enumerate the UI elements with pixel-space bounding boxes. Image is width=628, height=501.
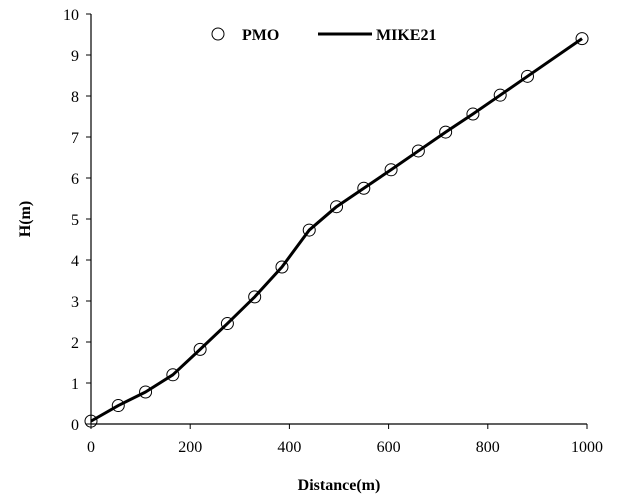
legend-pmo-label: PMO: [242, 27, 279, 44]
pmo-point: [302, 223, 316, 237]
y-tick-label: 5: [71, 212, 79, 229]
mike21-line: [90, 37, 583, 423]
pmo-point: [330, 200, 344, 214]
x-axis-title: Distance(m): [298, 477, 381, 494]
pmo-point: [193, 342, 207, 356]
pmo-point: [493, 88, 507, 102]
y-tick-label: 7: [71, 130, 79, 147]
pmo-point: [111, 399, 125, 413]
legend-pmo-marker: [211, 27, 225, 41]
pmo-point: [439, 125, 453, 139]
pmo-point: [139, 385, 153, 399]
pmo-point: [411, 144, 425, 158]
pmo-point: [275, 260, 289, 274]
x-tick-label: 0: [87, 439, 95, 456]
x-tick-label: 200: [178, 439, 202, 456]
pmo-point: [466, 107, 480, 121]
y-tick-label: 6: [71, 171, 79, 188]
plot-layer: [84, 32, 589, 428]
pmo-point: [220, 317, 234, 331]
y-tick-label: 10: [63, 7, 79, 24]
y-tick-label: 8: [71, 89, 79, 106]
pmo-point: [357, 181, 371, 195]
y-tick-label: 3: [71, 294, 79, 311]
x-tick-label: 1000: [571, 439, 603, 456]
y-axis-title: H(m): [17, 201, 34, 237]
x-tick-label: 400: [277, 439, 301, 456]
pmo-point: [166, 368, 180, 382]
y-tick-label: 2: [71, 335, 79, 352]
y-tick-label: 9: [71, 48, 79, 65]
pmo-point: [520, 69, 534, 83]
pmo-point: [384, 163, 398, 177]
y-tick-label: 4: [71, 253, 79, 270]
y-tick-label: 1: [71, 376, 79, 393]
y-tick-label: 0: [71, 417, 79, 434]
pmo-point: [248, 290, 262, 304]
pmo-point: [575, 32, 589, 46]
axes-layer: [90, 14, 587, 425]
x-tick-label: 600: [377, 439, 401, 456]
legend-mike21-label: MIKE21: [376, 27, 436, 44]
ticks-layer: 0 200 400 600 800 1000 0 1 2 3 4 5 6 7 8 9 10: [63, 7, 603, 456]
x-tick-label: 800: [476, 439, 500, 456]
legend: PMO MIKE21: [211, 27, 436, 44]
